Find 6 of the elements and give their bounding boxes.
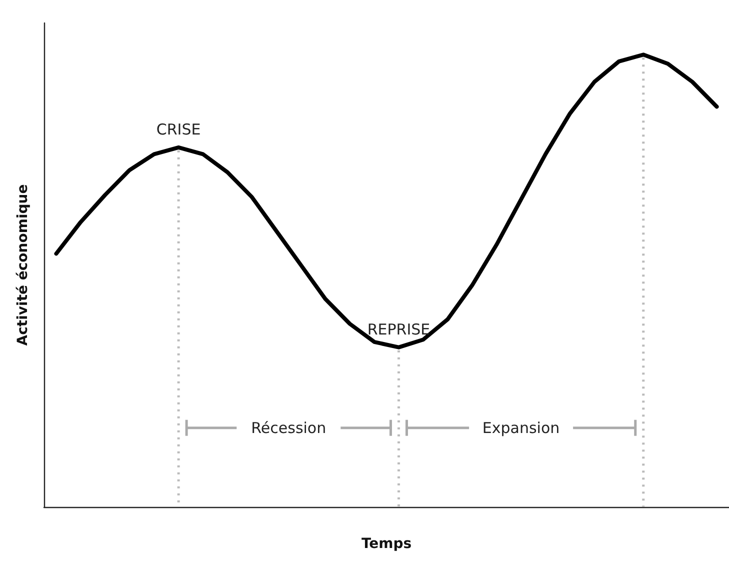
y-axis-title: Activité économique bbox=[15, 184, 31, 346]
annotation: CRISE bbox=[156, 120, 201, 138]
annotation: Expansion bbox=[482, 418, 560, 437]
annotation: REPRISE bbox=[367, 320, 430, 338]
annotation: Récession bbox=[251, 418, 326, 437]
x-axis-title: Temps bbox=[361, 536, 412, 552]
